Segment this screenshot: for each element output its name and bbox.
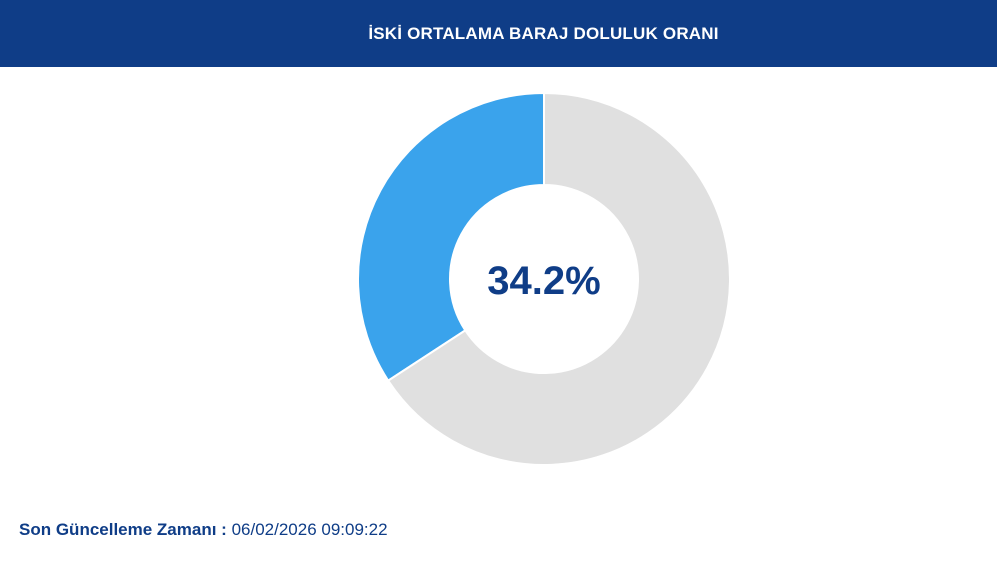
header-bar: İSKİ ORTALAMA BARAJ DOLULUK ORANI xyxy=(0,0,997,67)
last-update-label: Son Güncelleme Zamanı : xyxy=(19,520,227,539)
donut-slice-remaining xyxy=(386,91,731,466)
donut-chart: 34.2% xyxy=(357,91,731,466)
donut-slice-filled xyxy=(357,91,545,383)
chart-area: 34.2% xyxy=(0,67,997,487)
center-percentage-label: 34.2% xyxy=(487,259,600,303)
last-update-info: Son Güncelleme Zamanı : 06/02/2026 09:09… xyxy=(19,520,388,540)
page-title: İSKİ ORTALAMA BARAJ DOLULUK ORANI xyxy=(368,23,719,43)
last-update-value: 06/02/2026 09:09:22 xyxy=(231,520,388,539)
